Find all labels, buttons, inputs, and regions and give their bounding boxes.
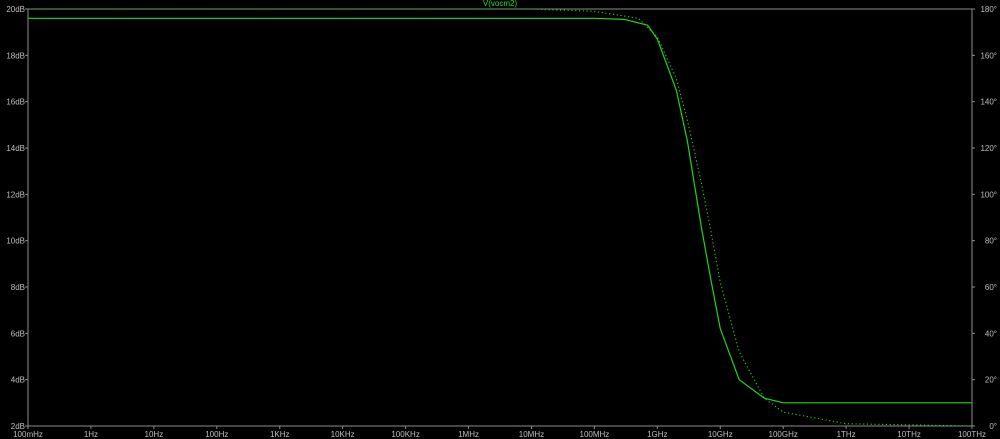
y-right-tick-label: 180° [980,5,997,14]
x-tick-label: 100THz [958,430,986,439]
x-tick-label: 10GHz [708,430,733,439]
x-tick-label: 100Hz [205,430,228,439]
y-right-tick-label: 160° [980,51,997,60]
axis-ticks: 100mHz 1Hz 10Hz 100Hz 1KHz 10KHz 100KHz 1MHz 10M… [6,5,997,439]
x-tick-label: 1THz [837,430,856,439]
y-right-tick-label: 100° [980,190,997,199]
y-left-tick-label: 10dB [6,237,25,246]
x-tick-label: 100GHz [769,430,798,439]
x-tick-label: 10THz [897,430,921,439]
phase-trace [28,8,973,427]
plot-frame [27,8,973,427]
y-left-tick-label: 2dB [11,422,25,431]
y-left-tick-label: 18dB [6,51,25,60]
y-left-tick-label: 20dB [6,5,25,14]
y-left-tick-label: 16dB [6,98,25,107]
x-tick-label: 10KHz [331,430,355,439]
plot-border [27,8,973,427]
y-left-tick-label: 12dB [6,190,25,199]
y-right-tick-label: 140° [980,98,997,107]
x-tick-label: 1Hz [84,430,98,439]
y-right-tick-label: 60° [985,283,997,292]
x-tick-label: 100mHz [13,430,43,439]
y-left-tick-label: 8dB [11,283,25,292]
magnitude-trace [28,17,972,404]
x-tick-label: 1KHz [270,430,290,439]
y-right-tick-label: 40° [985,329,997,338]
y-right-tick-label: 80° [985,237,997,246]
traces [28,8,973,427]
x-tick-label: 100MHz [580,430,610,439]
x-tick-label: 10MHz [519,430,544,439]
y-right-tick-label: 120° [980,144,997,153]
x-tick-label: 10Hz [145,430,164,439]
trace-label[interactable]: V(vocm2) [483,0,518,8]
x-tick-label: 100KHz [391,430,419,439]
x-tick-label: 1GHz [647,430,667,439]
y-left-tick-label: 14dB [6,144,25,153]
y-right-tick-label: 0° [989,422,997,431]
y-left-tick-label: 6dB [11,329,25,338]
y-left-tick-label: 4dB [11,376,25,385]
y-right-tick-label: 20° [985,376,997,385]
x-tick-label: 1MHz [458,430,479,439]
